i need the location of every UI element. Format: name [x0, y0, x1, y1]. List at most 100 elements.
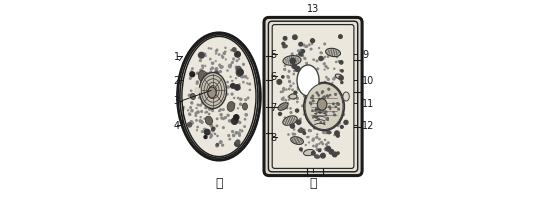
Circle shape [303, 130, 305, 132]
Circle shape [340, 61, 343, 65]
Circle shape [319, 48, 320, 49]
Circle shape [334, 77, 336, 79]
Ellipse shape [236, 69, 242, 77]
Circle shape [288, 134, 289, 136]
Circle shape [339, 123, 340, 124]
Circle shape [341, 82, 343, 84]
Circle shape [326, 77, 327, 78]
Circle shape [317, 69, 319, 70]
Circle shape [239, 132, 240, 134]
Circle shape [327, 96, 328, 97]
Circle shape [244, 76, 247, 78]
Text: 13: 13 [307, 4, 319, 14]
Circle shape [199, 97, 200, 99]
Circle shape [308, 142, 309, 143]
Circle shape [217, 50, 218, 51]
Circle shape [229, 139, 231, 140]
Circle shape [237, 61, 238, 62]
Ellipse shape [327, 131, 331, 134]
Circle shape [227, 82, 228, 83]
Circle shape [240, 72, 243, 75]
Circle shape [214, 95, 215, 96]
Circle shape [201, 122, 202, 123]
Circle shape [326, 147, 330, 151]
Circle shape [231, 84, 235, 89]
Circle shape [316, 95, 317, 96]
Circle shape [282, 100, 284, 101]
Circle shape [312, 101, 314, 102]
Circle shape [328, 90, 329, 91]
Text: 8: 8 [271, 132, 276, 142]
Circle shape [187, 123, 192, 127]
Circle shape [215, 85, 217, 86]
Circle shape [199, 60, 201, 62]
Circle shape [220, 109, 221, 111]
Circle shape [217, 80, 219, 82]
Circle shape [212, 127, 215, 131]
Circle shape [322, 58, 324, 60]
Circle shape [325, 115, 327, 116]
Circle shape [318, 119, 319, 120]
Circle shape [191, 102, 193, 104]
Circle shape [283, 90, 284, 92]
Circle shape [222, 109, 224, 111]
Circle shape [219, 142, 221, 144]
Circle shape [206, 87, 207, 88]
Ellipse shape [205, 117, 213, 125]
Circle shape [338, 109, 340, 110]
Circle shape [312, 110, 313, 112]
Circle shape [217, 118, 218, 120]
Circle shape [239, 133, 240, 135]
Circle shape [321, 104, 322, 105]
Circle shape [317, 104, 319, 106]
Circle shape [218, 55, 220, 56]
Circle shape [324, 104, 325, 106]
Circle shape [210, 125, 212, 127]
Circle shape [208, 108, 211, 110]
Circle shape [204, 54, 206, 56]
Circle shape [242, 75, 243, 76]
Circle shape [285, 124, 287, 125]
Circle shape [326, 144, 327, 146]
Circle shape [306, 63, 307, 65]
Circle shape [293, 74, 294, 75]
Circle shape [219, 65, 220, 67]
Circle shape [318, 118, 319, 120]
Circle shape [322, 98, 323, 99]
Circle shape [325, 140, 326, 141]
Circle shape [306, 65, 308, 66]
Circle shape [310, 86, 312, 87]
Circle shape [240, 99, 242, 101]
Circle shape [204, 129, 206, 131]
Circle shape [301, 131, 302, 133]
Circle shape [326, 133, 327, 134]
Circle shape [324, 70, 325, 71]
Circle shape [325, 82, 326, 83]
Circle shape [216, 102, 217, 103]
Circle shape [334, 124, 335, 125]
Circle shape [316, 144, 318, 146]
Circle shape [319, 143, 320, 144]
Circle shape [299, 86, 300, 87]
Circle shape [330, 84, 332, 86]
Circle shape [322, 98, 324, 99]
Circle shape [242, 77, 244, 78]
Ellipse shape [194, 87, 200, 95]
Circle shape [223, 53, 225, 55]
Circle shape [296, 98, 299, 100]
Circle shape [249, 84, 251, 85]
Circle shape [336, 96, 338, 98]
Circle shape [241, 76, 242, 78]
Circle shape [304, 58, 306, 60]
Circle shape [314, 128, 315, 129]
Circle shape [247, 78, 248, 79]
Circle shape [285, 66, 286, 67]
Circle shape [333, 112, 334, 113]
Circle shape [335, 131, 339, 136]
Circle shape [305, 88, 306, 89]
Circle shape [286, 90, 287, 91]
Circle shape [333, 103, 334, 105]
Circle shape [339, 36, 342, 39]
Circle shape [216, 125, 218, 127]
Circle shape [320, 100, 321, 101]
